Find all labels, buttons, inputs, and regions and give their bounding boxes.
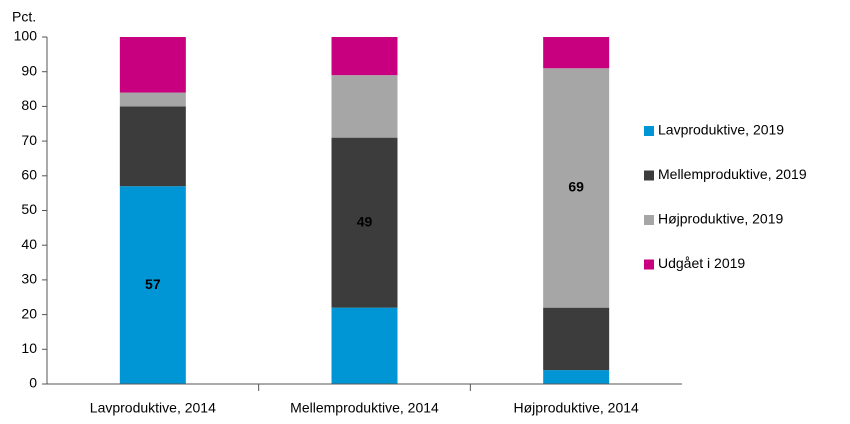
y-tick-label: 60 (21, 167, 37, 183)
legend-swatch (644, 170, 654, 181)
bar-segment (119, 106, 186, 187)
bar-segment (543, 307, 610, 371)
y-axis-label: Pct. (12, 9, 36, 25)
x-tick-label: Lavproduktive, 2014 (90, 400, 216, 416)
legend-swatch (644, 126, 654, 136)
legend-swatch (644, 215, 654, 225)
data-label: 69 (568, 179, 584, 195)
legend-swatch (644, 259, 654, 270)
x-tick-label: Højproduktive, 2014 (514, 400, 640, 416)
y-tick-label: 100 (14, 28, 38, 44)
y-tick-label: 80 (21, 97, 37, 113)
y-tick-label: 40 (21, 236, 37, 252)
bar-segment (543, 370, 610, 384)
legend-label: Højproduktive, 2019 (658, 211, 784, 227)
bar-segment (331, 307, 398, 384)
bar-segment (543, 68, 610, 308)
bar-segment (331, 75, 398, 138)
bar-segment (119, 37, 186, 93)
y-tick-label: 20 (21, 305, 37, 321)
legend-label: Mellemproduktive, 2019 (658, 166, 807, 182)
bar-segment (119, 186, 186, 384)
legend-label: Udgået i 2019 (658, 255, 745, 271)
legend-label: Lavproduktive, 2019 (658, 122, 784, 138)
y-tick-label: 30 (21, 271, 37, 287)
y-tick-label: 0 (29, 375, 37, 391)
y-tick-label: 10 (21, 340, 37, 356)
bar-segment (543, 37, 610, 69)
bar-segment (331, 37, 398, 76)
y-tick-label: 50 (21, 201, 37, 217)
data-label: 49 (357, 213, 373, 229)
data-label: 57 (145, 276, 161, 292)
y-tick-label: 90 (21, 62, 37, 78)
bar-segment (119, 92, 186, 107)
y-tick-label: 70 (21, 132, 37, 148)
x-tick-label: Mellemproduktive, 2014 (290, 400, 439, 416)
bar-segment (331, 137, 398, 308)
